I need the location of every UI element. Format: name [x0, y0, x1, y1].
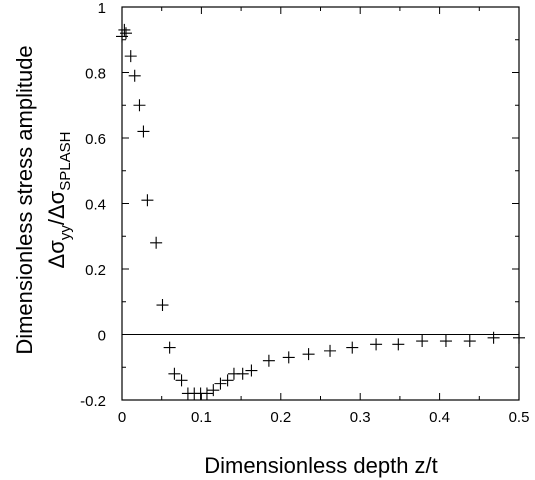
- data-point-marker: [392, 338, 405, 351]
- data-point-marker: [119, 27, 132, 40]
- data-point-marker: [124, 50, 137, 63]
- data-point-marker: [487, 331, 500, 344]
- y-tick-label: 1: [98, 0, 106, 17]
- data-point-marker: [346, 341, 359, 354]
- data-point-marker: [302, 348, 315, 361]
- x-tick-label: 0.1: [191, 409, 212, 426]
- data-point-marker: [118, 23, 131, 36]
- x-tick-label: 0: [118, 409, 126, 426]
- x-tick-label: 0.5: [509, 409, 530, 426]
- data-point-marker: [163, 341, 176, 354]
- data-point-marker: [370, 338, 383, 351]
- data-point-marker: [324, 344, 337, 357]
- data-point-marker: [221, 374, 234, 387]
- data-point-marker: [513, 331, 525, 344]
- data-point-marker: [156, 299, 169, 312]
- data-point-marker: [207, 384, 220, 397]
- y-tick-label: 0.6: [85, 131, 106, 148]
- y-tick-label: 0.8: [85, 66, 106, 83]
- y-axis-title-line2: Δσyy/ΔσSPLASH: [44, 132, 74, 269]
- data-point-marker: [236, 367, 249, 380]
- y-axis-title-line1: Dimensionless stress amplitude: [12, 45, 37, 354]
- y-tick-label: 0.2: [85, 262, 106, 279]
- data-point-marker: [416, 335, 429, 348]
- y-axis-title-subscript-splash: SPLASH: [57, 132, 74, 191]
- data-point-marker: [245, 364, 258, 377]
- data-point-marker: [141, 194, 154, 207]
- y-axis-title-slash: /: [44, 218, 69, 225]
- y-axis-title-delta-sigma: Δσ: [44, 240, 69, 269]
- data-points: [116, 23, 525, 400]
- y-tick-label: -0.2: [80, 393, 106, 410]
- axis-ticks: [121, 6, 520, 401]
- data-point-marker: [168, 367, 181, 380]
- x-axis-title: Dimensionless depth z/t: [204, 453, 438, 478]
- data-point-marker: [200, 387, 213, 400]
- x-axis-tick-labels: 0 0.1 0.2 0.3 0.4 0.5: [118, 409, 530, 426]
- x-tick-label: 0.2: [270, 409, 291, 426]
- data-point-marker: [262, 354, 275, 367]
- data-point-marker: [133, 99, 146, 112]
- data-point-marker: [439, 335, 452, 348]
- data-point-marker: [150, 236, 163, 249]
- data-point-marker: [128, 69, 141, 82]
- y-axis-title-delta-sigma-2: Δσ: [44, 190, 69, 219]
- data-point-marker: [137, 125, 150, 138]
- data-point-marker: [175, 374, 188, 387]
- data-point-marker: [214, 377, 227, 390]
- y-axis-tick-labels: -0.2 0 0.2 0.4 0.6 0.8 1: [80, 0, 106, 410]
- y-tick-label: 0: [98, 328, 106, 345]
- x-tick-label: 0.4: [429, 409, 450, 426]
- y-axis-title-subscript-yy: yy: [57, 225, 74, 241]
- data-point-marker: [282, 351, 295, 364]
- y-tick-label: 0.4: [85, 197, 106, 214]
- x-tick-label: 0.3: [350, 409, 371, 426]
- data-point-marker: [463, 335, 476, 348]
- plot-area-frame: [121, 6, 520, 401]
